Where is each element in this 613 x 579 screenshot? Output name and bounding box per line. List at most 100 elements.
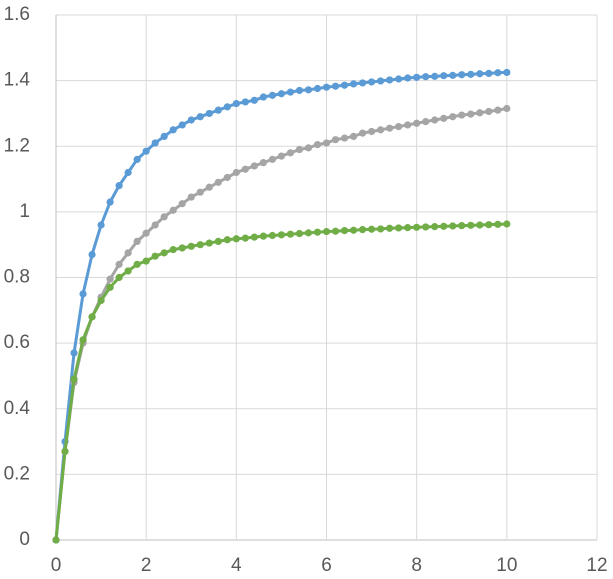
marker (223, 173, 231, 182)
x-tick-label: 10 (496, 555, 517, 576)
y-tick-label: 1.2 (4, 135, 30, 156)
marker (431, 72, 439, 80)
marker (358, 225, 367, 234)
marker (404, 74, 412, 82)
marker (494, 220, 502, 228)
marker (458, 111, 466, 119)
marker (52, 536, 60, 544)
y-tick-label: 0.2 (4, 463, 30, 484)
marker (485, 221, 493, 229)
marker (97, 296, 105, 305)
marker (142, 257, 150, 265)
y-tick-label: 0.8 (4, 267, 30, 288)
marker (476, 221, 484, 229)
marker (151, 221, 159, 229)
marker (115, 182, 123, 190)
marker (259, 232, 267, 240)
marker (494, 69, 502, 77)
marker (106, 198, 114, 206)
marker (133, 155, 141, 163)
marker (142, 147, 150, 155)
marker (205, 183, 213, 191)
marker (295, 86, 304, 95)
x-tick-label: 6 (321, 555, 332, 576)
marker (349, 132, 358, 141)
marker (503, 68, 511, 77)
series-line (54, 107, 508, 541)
marker (160, 213, 168, 221)
marker (377, 225, 385, 233)
marker (422, 118, 430, 126)
marker (422, 223, 430, 231)
marker (286, 230, 295, 238)
marker (79, 290, 87, 298)
marker (250, 162, 258, 170)
marker (413, 119, 421, 127)
marker (331, 227, 340, 235)
marker (88, 313, 96, 321)
marker (214, 106, 222, 114)
marker (241, 98, 249, 106)
y-tick-label: 0.4 (4, 398, 31, 419)
marker (322, 139, 331, 147)
marker (259, 159, 267, 167)
marker (413, 223, 421, 231)
marker (268, 231, 276, 240)
marker (349, 80, 358, 88)
marker (458, 222, 466, 230)
x-tick-label: 2 (141, 555, 152, 576)
marker (467, 110, 475, 118)
marker (304, 86, 313, 94)
marker (97, 221, 105, 229)
marker (485, 69, 493, 78)
marker (223, 103, 231, 111)
x-tick-label: 0 (51, 555, 62, 576)
marker (440, 72, 448, 80)
marker (124, 249, 132, 257)
marker (295, 229, 304, 238)
marker (124, 267, 132, 275)
marker (358, 79, 367, 87)
marker (367, 78, 376, 86)
marker (503, 220, 511, 228)
marker (277, 231, 286, 239)
marker (431, 223, 439, 231)
marker (115, 260, 123, 268)
marker (70, 349, 78, 357)
marker (449, 222, 457, 230)
marker (268, 155, 276, 163)
marker (413, 73, 421, 81)
marker (232, 235, 240, 243)
marker (395, 122, 403, 131)
marker (322, 83, 331, 91)
marker (277, 90, 286, 98)
marker (124, 168, 132, 177)
marker (331, 136, 340, 144)
marker (404, 121, 412, 129)
marker (106, 283, 114, 291)
marker (449, 71, 457, 79)
marker (422, 73, 430, 81)
marker (187, 193, 195, 201)
marker (160, 249, 168, 257)
marker (395, 75, 403, 83)
x-tick-label: 8 (411, 555, 422, 576)
marker (70, 375, 78, 383)
x-tick-label: 12 (586, 555, 607, 576)
marker (449, 113, 457, 121)
marker (115, 273, 123, 282)
marker (214, 237, 222, 246)
marker (286, 149, 295, 157)
marker (214, 178, 222, 186)
marker (395, 224, 403, 232)
marker (367, 225, 376, 233)
marker (232, 99, 240, 108)
marker (331, 82, 340, 90)
marker (340, 226, 349, 235)
marker (322, 227, 331, 236)
marker (440, 114, 448, 122)
marker (286, 88, 295, 96)
marker (169, 206, 177, 214)
marker (476, 70, 484, 78)
